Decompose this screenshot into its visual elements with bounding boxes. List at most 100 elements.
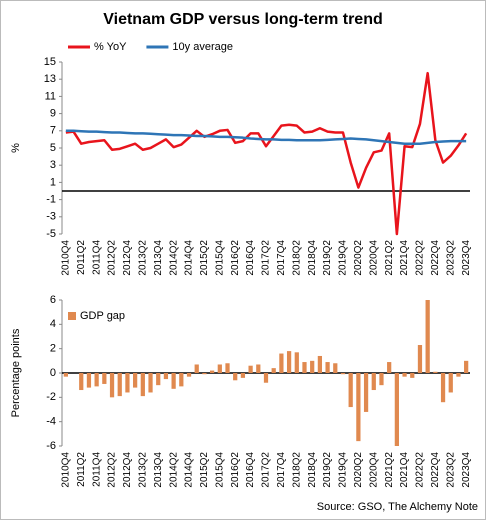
bar [140,373,145,397]
legend-label: GDP gap [80,310,125,322]
x-tick-label: 2013Q2 [137,452,148,488]
x-tick-label: 2011Q4 [91,452,102,487]
x-tick-label: 2023Q4 [461,452,472,488]
bar [117,373,122,397]
bar [417,345,423,373]
x-tick-label: 2022Q4 [430,240,441,276]
x-tick-label: 2014Q4 [184,452,195,488]
bar [348,373,353,408]
bar [163,373,169,380]
x-tick-label: 2018Q4 [307,240,318,276]
x-tick-label: 2012Q4 [122,240,133,276]
x-tick-label: 2020Q2 [353,452,364,488]
bar [286,351,292,373]
bar [148,373,153,393]
bar [79,373,84,391]
y-tick-label: 15 [44,56,56,68]
x-tick-label: 2018Q2 [291,240,302,276]
x-tick-label: 2017Q2 [261,240,272,276]
x-tick-label: 2017Q2 [261,452,272,488]
x-tick-label: 2023Q4 [461,240,472,276]
bar [294,352,299,373]
x-tick-label: 2015Q4 [214,452,225,488]
x-tick-label: 2016Q4 [245,240,256,276]
legend-swatch [68,312,76,320]
y-tick-label: 4 [50,318,56,330]
x-tick-label: 2020Q4 [368,452,379,488]
x-tick-label: 2015Q4 [214,240,225,276]
x-tick-label: 2017Q4 [276,452,287,488]
bar [317,355,323,373]
bar [333,363,338,373]
x-tick-label: 2019Q2 [322,452,333,488]
bar [194,364,199,373]
y-tick-label: 1 [50,176,56,188]
x-tick-label: 2020Q4 [368,240,379,276]
bar [248,365,253,373]
bar [186,373,192,377]
bar [340,373,346,375]
line-series [65,71,468,236]
bar [371,373,376,391]
x-tick-label: 2019Q2 [322,240,333,276]
x-tick-label: 2021Q4 [399,240,410,276]
bar [448,373,453,393]
source: Source: GSO, The Alchemy Note [317,501,478,513]
bar [102,373,107,384]
bar [86,373,92,388]
y-tick-label: 11 [45,90,56,102]
y-tick-label: -5 [46,228,56,240]
y-tick-label: 7 [50,125,56,137]
x-tick-label: 2013Q4 [153,240,164,276]
x-tick-label: 2019Q4 [338,452,349,488]
bar [356,373,361,442]
bar [302,362,307,373]
x-tick-label: 2016Q2 [230,240,241,276]
x-tick-label: 2010Q4 [60,452,71,488]
x-tick-label: 2018Q2 [291,452,302,488]
bar [387,362,392,373]
bar [394,373,399,446]
bar [271,368,276,373]
legend-label: % YoY [94,41,127,53]
bar [225,363,230,373]
y-tick-label: -2 [46,391,56,403]
x-tick-label: 2011Q2 [76,240,87,275]
y-tick-label: 6 [50,294,56,306]
y-axis-label: Percentage points [10,328,22,417]
bar [156,373,161,386]
y-tick-label: -1 [46,194,56,206]
x-tick-label: 2015Q2 [199,452,210,488]
x-tick-label: 2021Q2 [384,452,395,488]
bar [279,353,284,373]
bar [256,364,261,373]
x-tick-label: 2013Q2 [137,240,148,276]
y-tick-label: -6 [46,440,56,452]
chart-title: Vietnam GDP versus long-term trend [103,11,382,28]
x-tick-label: 2020Q2 [353,240,364,276]
y-tick-label: -3 [46,211,56,223]
line-series [65,129,467,145]
bar [433,371,438,373]
x-tick-label: 2012Q2 [107,240,118,276]
bar [125,373,130,393]
bar [464,360,469,373]
y-tick-label: 0 [50,367,56,379]
x-tick-label: 2015Q2 [199,240,210,276]
x-tick-label: 2010Q4 [60,240,71,276]
y-tick-label: 9 [50,108,56,120]
bar [109,373,115,398]
bar [240,373,246,378]
x-tick-label: 2019Q4 [338,240,349,276]
x-tick-label: 2012Q4 [122,452,133,488]
x-tick-label: 2014Q4 [184,240,195,276]
bar [440,373,446,403]
x-tick-label: 2017Q4 [276,240,287,276]
x-tick-label: 2022Q2 [415,452,426,488]
legend-label: 10y average [172,41,233,53]
x-tick-label: 2011Q2 [76,452,87,487]
x-tick-label: 2012Q2 [107,452,118,488]
x-tick-label: 2023Q2 [445,452,456,488]
